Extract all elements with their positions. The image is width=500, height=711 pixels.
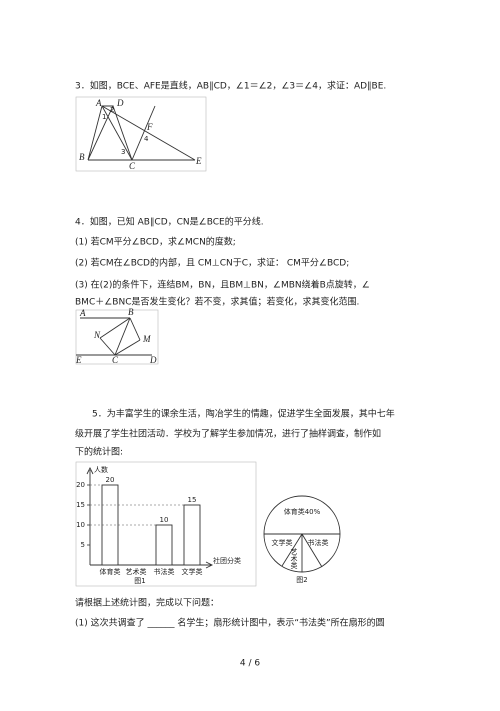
point-label: A (79, 308, 86, 318)
y-axis-label: 人数 (94, 465, 108, 474)
point-label: A (95, 98, 102, 108)
figure-caption: 图2 (296, 576, 307, 584)
question-text: 3．如图，BCE、AFE是直线，AB∥CD，∠1＝∠2，∠3＝∠4，求证：AD∥… (75, 80, 386, 92)
geometry-figure: A B N M E C D (75, 307, 159, 365)
point-label: M (142, 334, 151, 344)
data-label: 15 (188, 496, 197, 504)
figure-caption: 图1 (134, 577, 145, 585)
x-tick-label: 艺术类 (126, 567, 147, 576)
question-text: BMC＋∠BNC是否发生变化？若不变，求其值；若变化，求其变化范围. (75, 296, 359, 308)
angle-label: 2 (110, 106, 114, 114)
angle-label: 4 (144, 135, 149, 143)
data-label: 20 (106, 476, 115, 484)
point-label: F (146, 122, 153, 132)
question-text: 请根据上述统计图，完成以下问题： (75, 597, 219, 609)
y-tick-label: 15 (76, 501, 85, 509)
angle-label: 3 (121, 148, 125, 156)
point-label: E (195, 156, 202, 166)
point-label: N (93, 330, 101, 340)
y-tick-label: 20 (76, 481, 85, 489)
question-text: 5．为丰富学生的课余生活，陶冶学生的情趣，促进学生全面发展，其中七年 (92, 408, 395, 420)
pie-chart: 体育类40% 文学类 书法类 艺术类 图2 (263, 495, 341, 584)
point-label: C (112, 355, 119, 365)
point-label: B (128, 307, 134, 317)
x-tick-label: 体育类 (100, 567, 121, 576)
bar (155, 524, 173, 566)
angle-label: 1 (102, 113, 106, 121)
bar (183, 504, 201, 566)
data-label: 10 (160, 516, 169, 524)
pie-label: 艺术类 (290, 548, 298, 570)
x-tick-label: 书法类 (154, 567, 175, 576)
y-tick-label: 5 (81, 541, 85, 549)
point-label: D (116, 98, 124, 108)
question-text: (1) 若CM平分∠BCD，求∠MCN的度数; (75, 236, 236, 248)
pie-label: 书法类 (308, 538, 329, 547)
question-text: (1) 这次共调查了 ______ 名学生；扇形统计图中，表示“书法类”所在扇形… (75, 617, 385, 629)
page-number: 4 / 6 (240, 659, 260, 669)
question-text: (3) 在(2)的条件下，连结BM，BN，且BM⊥BN，∠MBN绕着B点旋转，∠ (75, 279, 370, 291)
x-tick-label: 文学类 (182, 567, 203, 576)
question-text: 4．如图，已知 AB∥CD，CN是∠BCE的平分线. (75, 216, 264, 228)
point-label: B (79, 152, 85, 162)
question-text: (2) 若CM在∠BCD的内部，且 CM⊥CN于C，求证： CM平分∠BCD; (75, 257, 349, 269)
pie-label: 文学类 (272, 538, 293, 547)
point-label: D (149, 355, 157, 365)
bar-chart: 人数 社团分类 图1 5 10 15 20 体育类 20 艺术类 书法类 10 文学类 15 (75, 461, 257, 587)
point-label: E (75, 355, 82, 365)
pie-label: 体育类40% (284, 507, 321, 516)
geometry-figure: A D 2 1 F 4 3 B C E (75, 96, 207, 172)
question-text: 下的统计图: (75, 446, 123, 458)
point-label: C (129, 161, 136, 171)
y-tick-label: 10 (76, 521, 85, 529)
question-text: 级开展了学生社团活动．学校为了解学生参加情况，进行了抽样调查，制作如 (75, 428, 381, 440)
x-axis-label: 社团分类 (213, 556, 241, 565)
